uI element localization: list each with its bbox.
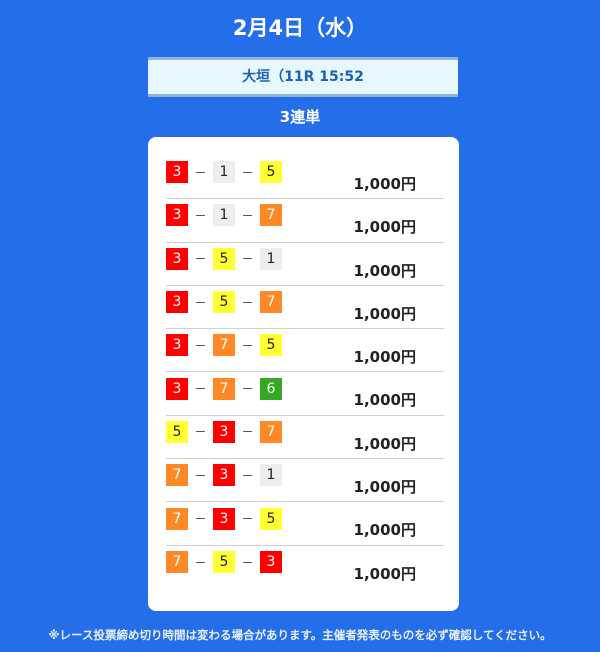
boat-number-badge: 7 bbox=[166, 551, 188, 574]
separator: － bbox=[194, 208, 207, 223]
bet-row: 5 － 3 － 7 1,000円 bbox=[166, 416, 444, 460]
boat-number-badge: 1 bbox=[213, 161, 235, 184]
boat-number-badge: 1 bbox=[260, 464, 282, 487]
bet-type-label: 3連単 bbox=[279, 108, 321, 126]
boat-number-badge: 5 bbox=[260, 161, 282, 184]
boat-number-badge: 3 bbox=[166, 247, 188, 270]
bet-amount: 1,000円 bbox=[353, 304, 416, 323]
boat-number-badge: 7 bbox=[260, 291, 282, 314]
boat-number-badge: 3 bbox=[166, 161, 188, 184]
separator: － bbox=[194, 425, 207, 440]
boat-number-badge: 7 bbox=[166, 507, 188, 530]
boat-number-badge: 3 bbox=[166, 291, 188, 314]
bet-row: 3 － 5 － 7 1,000円 bbox=[166, 286, 444, 330]
boat-number-badge: 6 bbox=[260, 377, 282, 400]
boat-number-badge: 7 bbox=[213, 377, 235, 400]
bet-row: 3 － 5 － 1 1,000円 bbox=[166, 243, 444, 286]
bet-amount: 1,000円 bbox=[353, 348, 416, 367]
boat-number-badge: 3 bbox=[166, 377, 188, 400]
bet-amount: 1,000円 bbox=[353, 175, 416, 193]
bet-amount: 1,000円 bbox=[353, 261, 416, 280]
bet-row: 3 － 1 － 7 1,000円 bbox=[166, 199, 444, 243]
boat-number-badge: 3 bbox=[213, 420, 235, 443]
bet-amount: 1,000円 bbox=[353, 521, 416, 540]
bet-row: 3 － 7 － 5 1,000円 bbox=[166, 329, 444, 373]
boat-number-badge: 1 bbox=[213, 204, 235, 227]
separator: － bbox=[241, 252, 254, 267]
boat-number-badge: 5 bbox=[260, 507, 282, 530]
bet-row: 7 － 3 － 1 1,000円 bbox=[166, 459, 444, 503]
boat-number-badge: 3 bbox=[213, 464, 235, 487]
bet-amount: 1,000円 bbox=[353, 564, 416, 583]
separator: － bbox=[194, 252, 207, 267]
bet-row: 3 － 1 － 5 1,000円 bbox=[166, 156, 444, 200]
separator: － bbox=[241, 208, 254, 223]
boat-number-badge: 3 bbox=[166, 204, 188, 227]
separator: － bbox=[194, 338, 207, 353]
page-title: 2月4日（水） bbox=[232, 16, 368, 40]
separator: － bbox=[241, 338, 254, 353]
separator: － bbox=[194, 555, 207, 570]
boat-number-badge: 7 bbox=[260, 420, 282, 443]
boat-number-badge: 5 bbox=[166, 420, 188, 443]
separator: － bbox=[241, 165, 254, 180]
bet-row: 7 － 3 － 5 1,000円 bbox=[166, 502, 444, 546]
separator: － bbox=[194, 295, 207, 310]
boat-number-badge: 7 bbox=[166, 464, 188, 487]
boat-number-badge: 1 bbox=[260, 247, 282, 270]
separator: － bbox=[194, 512, 207, 527]
bet-amount: 1,000円 bbox=[353, 218, 416, 237]
separator: － bbox=[241, 425, 254, 440]
boat-number-badge: 5 bbox=[213, 247, 235, 270]
separator: － bbox=[194, 468, 207, 483]
separator: － bbox=[241, 555, 254, 570]
bet-amount: 1,000円 bbox=[353, 391, 416, 410]
bet-amount: 1,000円 bbox=[353, 478, 416, 497]
separator: － bbox=[241, 468, 254, 483]
boat-number-badge: 5 bbox=[213, 291, 235, 314]
separator: － bbox=[241, 382, 254, 397]
bet-amount: 1,000円 bbox=[353, 434, 416, 453]
venue-race-header: 大垣（11R 15:52 bbox=[148, 57, 458, 97]
boat-number-badge: 5 bbox=[213, 551, 235, 574]
boat-number-badge: 3 bbox=[166, 334, 188, 357]
separator: － bbox=[194, 165, 207, 180]
boat-number-badge: 5 bbox=[260, 334, 282, 357]
separator: － bbox=[194, 382, 207, 397]
bets-card: 3 － 1 － 5 1,000円 3 － 1 － 7 1,000円 3 － 5 － 1 1,000円 3 － 5 － 7 1,… bbox=[148, 137, 459, 611]
boat-number-badge: 7 bbox=[213, 334, 235, 357]
boat-number-badge: 7 bbox=[260, 204, 282, 227]
separator: － bbox=[241, 295, 254, 310]
boat-number-badge: 3 bbox=[213, 507, 235, 530]
disclaimer-note: ※レース投票締め切り時間は変わる場合があります。主催者発表のものを必ず確認してく… bbox=[48, 628, 552, 642]
bet-row: 3 － 7 － 6 1,000円 bbox=[166, 372, 444, 416]
separator: － bbox=[241, 512, 254, 527]
bet-row: 7 － 5 － 3 1,000円 bbox=[166, 546, 444, 589]
boat-number-badge: 3 bbox=[260, 551, 282, 574]
